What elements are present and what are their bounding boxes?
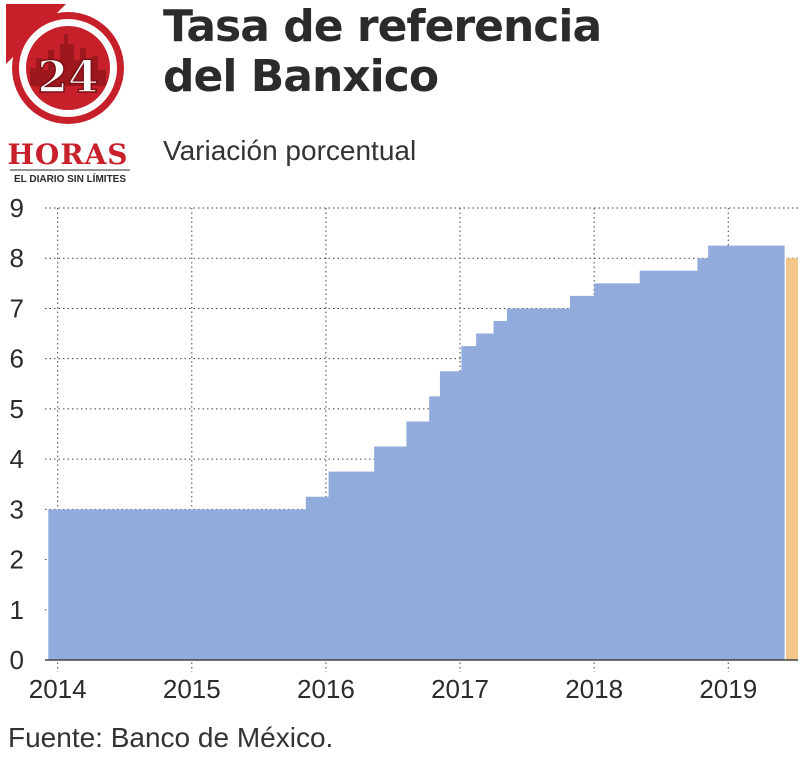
axes: 0 1 2 3 4 5 6 7 8 9 2014 2015 2016 2017 2018 2019 bbox=[10, 193, 798, 704]
title-line-1: Tasa de referencia bbox=[163, 1, 602, 52]
title-line-2: del Banxico bbox=[163, 51, 439, 102]
y-tick-label: 6 bbox=[10, 344, 24, 374]
y-tick-label: 3 bbox=[10, 494, 24, 524]
y-tick-label: 9 bbox=[10, 193, 24, 223]
x-tick-label: 2018 bbox=[565, 674, 623, 704]
x-tick-label: 2017 bbox=[431, 674, 489, 704]
source-note: Fuente: Banco de México. bbox=[8, 722, 334, 753]
y-tick-label: 4 bbox=[10, 444, 24, 474]
rate-area bbox=[48, 245, 798, 660]
y-tick-label: 2 bbox=[10, 545, 24, 575]
brand-logo: 24 HORAS EL DIARIO SIN LÍMITES bbox=[6, 4, 134, 186]
x-tick-label: 2019 bbox=[699, 674, 757, 704]
y-tick-label: 1 bbox=[10, 595, 24, 625]
y-tick-label: 8 bbox=[10, 243, 24, 273]
chart-subtitle: Variación porcentual bbox=[163, 135, 417, 166]
chart-title: Tasa de referencia del Banxico bbox=[163, 1, 602, 102]
y-tick-label: 0 bbox=[10, 645, 24, 675]
rate-chart: 0 1 2 3 4 5 6 7 8 9 2014 2015 2016 2017 2018 2019 bbox=[10, 193, 798, 704]
logo-name: HORAS bbox=[7, 138, 128, 171]
latest-rate-bar bbox=[785, 258, 798, 660]
x-tick-label: 2015 bbox=[163, 674, 221, 704]
logo-number: 24 bbox=[37, 52, 98, 103]
y-tick-label: 5 bbox=[10, 394, 24, 424]
x-tick-label: 2014 bbox=[29, 674, 87, 704]
rate-step-area bbox=[48, 245, 785, 660]
y-tick-label: 7 bbox=[10, 293, 24, 323]
logo-tagline: EL DIARIO SIN LÍMITES bbox=[14, 172, 126, 185]
x-tick-label: 2016 bbox=[297, 674, 355, 704]
